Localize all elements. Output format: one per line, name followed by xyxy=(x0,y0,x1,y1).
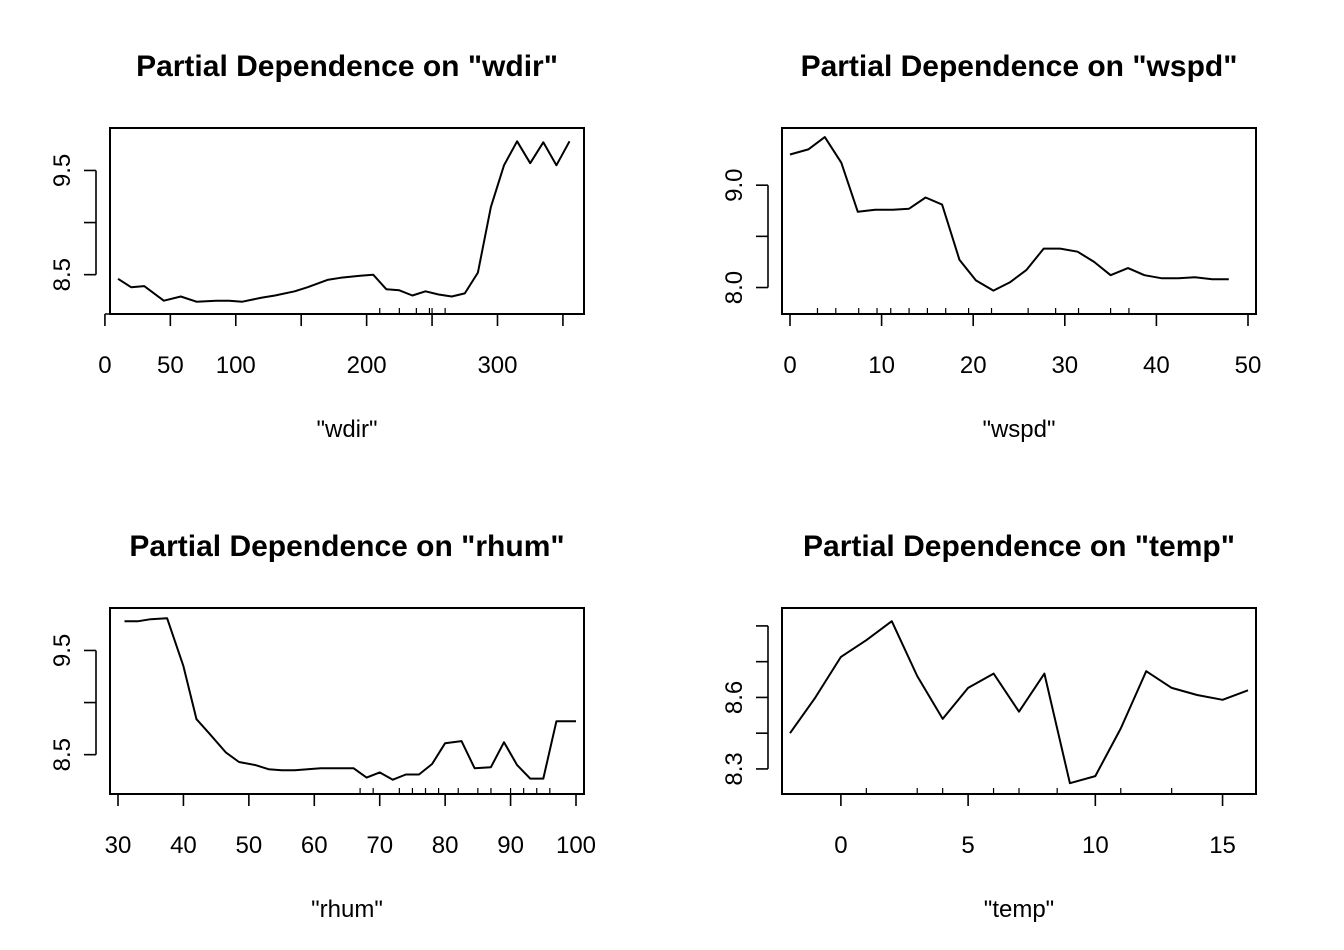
x-tick-label: 100 xyxy=(216,352,256,379)
y-tick-label: 8.6 xyxy=(721,681,748,714)
y-tick-label: 8.3 xyxy=(721,752,748,785)
x-tick-label: 10 xyxy=(868,352,895,379)
panel-wdir: Partial Dependence on "wdir" 0 50 100 200 300… xyxy=(49,50,585,443)
x-tick-label: 15 xyxy=(1209,832,1236,859)
x-tick-label: 20 xyxy=(960,352,987,379)
partial-dependence-line xyxy=(789,620,1249,785)
panel-temp: Partial Dependence on "temp" 0 5 10 15 8.3 8.6… xyxy=(721,530,1257,923)
x-tick-label: 90 xyxy=(497,832,524,859)
chart-title: Partial Dependence on "temp" xyxy=(803,530,1235,563)
y-tick-label: 9.5 xyxy=(49,634,76,667)
x-tick-label: 30 xyxy=(1051,352,1078,379)
y-tick-label: 8.5 xyxy=(49,738,76,771)
x-axis-label: "rhum" xyxy=(311,896,383,923)
x-axis-label: "wdir" xyxy=(316,416,377,443)
chart-title: Partial Dependence on "rhum" xyxy=(129,530,564,563)
x-tick-label: 80 xyxy=(432,832,459,859)
partial-dependence-line xyxy=(789,136,1229,292)
x-axis-label: "wspd" xyxy=(982,416,1055,443)
x-tick-label: 50 xyxy=(157,352,184,379)
chart-title: Partial Dependence on "wspd" xyxy=(801,50,1238,83)
x-tick-label: 5 xyxy=(961,832,974,859)
x-tick-label: 40 xyxy=(1143,352,1170,379)
x-tick-label: 60 xyxy=(301,832,328,859)
x-tick-label: 40 xyxy=(170,832,197,859)
y-tick-label: 8.5 xyxy=(49,258,76,291)
x-tick-label: 10 xyxy=(1082,832,1109,859)
x-tick-label: 200 xyxy=(347,352,387,379)
x-tick-label: 0 xyxy=(783,352,796,379)
chart-title: Partial Dependence on "wdir" xyxy=(136,50,558,83)
y-tick-label: 9.0 xyxy=(721,168,748,201)
y-tick-label: 8.0 xyxy=(721,271,748,304)
x-axis-label: "temp" xyxy=(984,896,1054,923)
x-tick-label: 0 xyxy=(834,832,847,859)
panel-rhum: Partial Dependence on "rhum" 30 40 50 60 70 80… xyxy=(49,530,596,923)
x-tick-label: 50 xyxy=(236,832,263,859)
partial-dependence-line xyxy=(124,617,576,781)
x-tick-label: 100 xyxy=(556,832,596,859)
panel-wspd: Partial Dependence on "wspd" 0 10 20 30 40 50 8… xyxy=(721,50,1261,443)
partial-dependence-line xyxy=(117,140,571,303)
x-tick-label: 0 xyxy=(98,352,111,379)
x-tick-label: 300 xyxy=(477,352,517,379)
y-tick-label: 9.5 xyxy=(49,154,76,187)
x-tick-label: 50 xyxy=(1235,352,1262,379)
x-tick-label: 30 xyxy=(105,832,132,859)
x-tick-label: 70 xyxy=(366,832,393,859)
